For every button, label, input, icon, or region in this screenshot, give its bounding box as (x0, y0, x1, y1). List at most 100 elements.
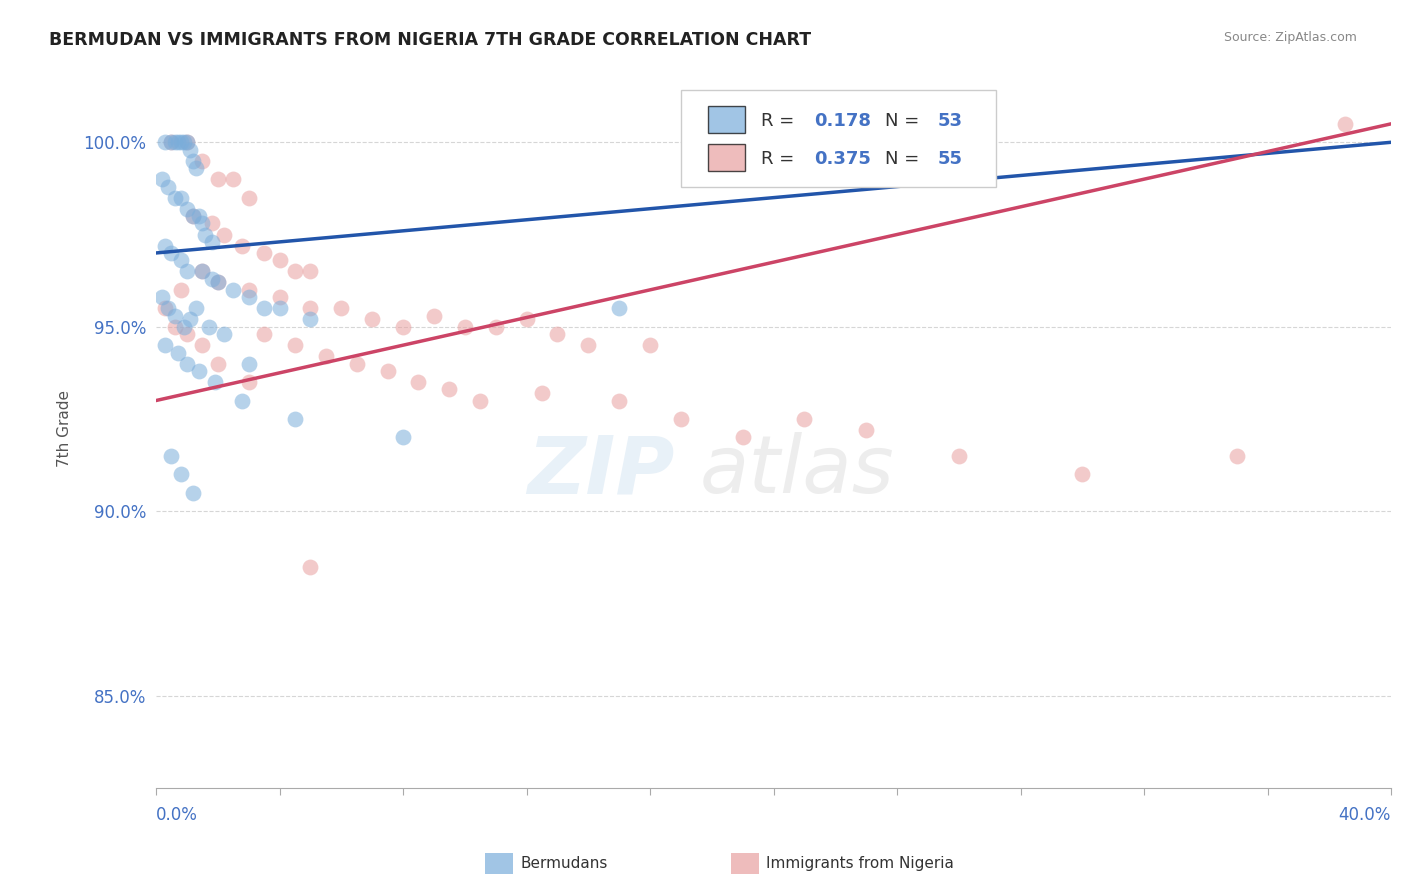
Point (299, 301, 322, 316)
FancyBboxPatch shape (681, 90, 995, 187)
Point (638, 338, 661, 352)
Point (231, 238, 253, 252)
Text: 0.0%: 0.0% (156, 806, 198, 824)
Point (269, 301, 291, 316)
FancyBboxPatch shape (709, 144, 745, 171)
Point (212, 327, 235, 342)
Point (330, 301, 353, 316)
Point (173, 136, 195, 150)
Point (155, 338, 177, 352)
Text: atlas: atlas (699, 433, 894, 510)
Point (155, 301, 177, 316)
Point (238, 290, 260, 304)
Point (607, 393, 630, 408)
Point (269, 290, 291, 304)
Point (377, 364, 399, 378)
Text: 53: 53 (938, 112, 963, 130)
Point (170, 467, 193, 482)
Point (485, 319, 508, 334)
Point (170, 191, 193, 205)
Point (166, 345, 188, 359)
Point (238, 357, 260, 371)
Point (207, 172, 229, 186)
Point (948, 449, 970, 463)
Text: 0.375: 0.375 (814, 150, 872, 169)
Point (454, 319, 477, 334)
Point (470, 393, 492, 408)
Text: N =: N = (884, 150, 925, 169)
Point (163, 319, 186, 334)
Point (170, 136, 193, 150)
Text: 40.0%: 40.0% (1339, 806, 1391, 824)
Point (200, 235, 222, 249)
Point (160, 246, 183, 260)
Point (207, 357, 229, 371)
Point (515, 312, 537, 326)
Point (163, 136, 186, 150)
Point (170, 283, 193, 297)
Point (222, 172, 245, 186)
Point (200, 217, 222, 231)
Point (576, 338, 599, 352)
Point (181, 209, 204, 223)
Point (207, 276, 229, 290)
Point (253, 327, 276, 342)
Point (181, 485, 204, 500)
Point (346, 357, 368, 371)
Text: N =: N = (884, 112, 925, 130)
Text: BERMUDAN VS IMMIGRANTS FROM NIGERIA 7TH GRADE CORRELATION CHART: BERMUDAN VS IMMIGRANTS FROM NIGERIA 7TH … (49, 31, 811, 49)
Point (186, 161, 208, 175)
Point (607, 301, 630, 316)
Point (176, 202, 198, 216)
Point (155, 238, 177, 252)
Point (1226, 449, 1249, 463)
Point (253, 246, 276, 260)
Point (170, 253, 193, 268)
Point (176, 264, 198, 278)
Point (150, 290, 173, 304)
Point (207, 276, 229, 290)
Point (269, 253, 291, 268)
Point (186, 301, 208, 316)
Point (176, 357, 198, 371)
Point (238, 191, 260, 205)
Point (194, 227, 217, 242)
Point (191, 217, 214, 231)
Point (160, 449, 183, 463)
Text: Immigrants from Nigeria: Immigrants from Nigeria (766, 856, 955, 871)
Point (361, 312, 384, 326)
Point (392, 430, 415, 444)
Text: R =: R = (761, 112, 800, 130)
Point (163, 309, 186, 323)
Point (855, 423, 877, 437)
Point (253, 301, 276, 316)
Point (176, 136, 198, 150)
Point (150, 172, 173, 186)
Point (793, 412, 815, 426)
FancyBboxPatch shape (709, 106, 745, 133)
Text: Source: ZipAtlas.com: Source: ZipAtlas.com (1223, 31, 1357, 45)
Point (731, 430, 754, 444)
Point (191, 264, 214, 278)
Point (669, 412, 692, 426)
Point (284, 338, 307, 352)
Point (160, 136, 183, 150)
Text: 55: 55 (938, 150, 963, 169)
Point (166, 136, 188, 150)
Point (204, 375, 226, 389)
Point (191, 264, 214, 278)
Point (197, 319, 219, 334)
Point (284, 412, 307, 426)
Point (408, 375, 430, 389)
Point (299, 264, 322, 278)
Point (315, 349, 337, 363)
Point (173, 319, 195, 334)
Text: ZIP: ZIP (527, 433, 675, 510)
Point (155, 136, 177, 150)
Point (392, 319, 415, 334)
Text: R =: R = (761, 150, 800, 169)
Point (546, 327, 568, 342)
Point (181, 153, 204, 168)
Point (238, 283, 260, 297)
Point (163, 191, 186, 205)
